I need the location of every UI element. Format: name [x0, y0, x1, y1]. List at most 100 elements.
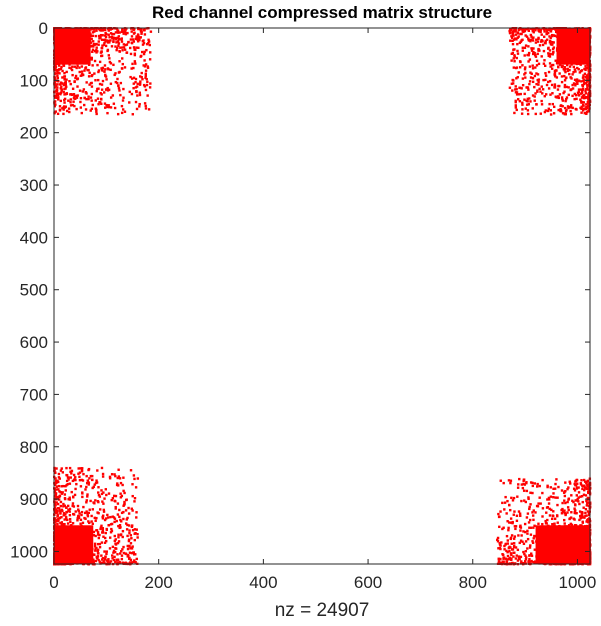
nonzero-point — [117, 71, 121, 74]
nonzero-point — [101, 517, 105, 520]
nonzero-point — [569, 522, 572, 526]
nonzero-point — [96, 97, 100, 100]
nonzero-point — [540, 538, 543, 542]
nonzero-point — [65, 85, 68, 88]
nonzero-point — [542, 559, 545, 562]
nonzero-point — [65, 544, 68, 547]
nonzero-point — [69, 82, 72, 86]
nonzero-point — [581, 83, 584, 87]
nonzero-point — [524, 66, 527, 69]
nonzero-point — [60, 515, 63, 519]
nonzero-point — [583, 544, 586, 548]
nonzero-point — [105, 88, 108, 91]
nonzero-point — [58, 494, 62, 498]
nonzero-point — [506, 539, 510, 542]
nonzero-point — [87, 481, 91, 484]
nonzero-point — [526, 512, 530, 515]
nonzero-point — [563, 85, 567, 89]
nonzero-point — [57, 56, 61, 59]
nonzero-point — [527, 45, 530, 48]
nonzero-point — [59, 547, 63, 550]
nonzero-point — [135, 46, 138, 49]
nonzero-point — [531, 491, 534, 495]
nonzero-point — [91, 522, 94, 525]
nonzero-point — [126, 547, 130, 551]
nonzero-point — [584, 30, 587, 34]
nonzero-point — [80, 541, 84, 544]
nonzero-point — [550, 534, 553, 537]
nonzero-point — [532, 50, 535, 54]
nonzero-point — [122, 510, 125, 514]
nonzero-point — [559, 530, 563, 533]
nonzero-point — [107, 33, 110, 36]
nonzero-point — [100, 67, 103, 70]
nonzero-point — [522, 28, 526, 32]
nonzero-point — [527, 103, 531, 106]
nonzero-point — [534, 112, 537, 116]
nonzero-point — [144, 88, 148, 92]
nonzero-point — [581, 42, 584, 45]
nonzero-point — [53, 86, 57, 89]
nonzero-point — [67, 538, 70, 542]
nonzero-point — [126, 555, 129, 558]
nonzero-point — [508, 556, 511, 560]
nonzero-point — [113, 534, 116, 538]
nonzero-point — [575, 35, 579, 38]
nonzero-point — [74, 94, 78, 98]
nonzero-point — [535, 504, 539, 508]
nonzero-point — [572, 70, 575, 74]
nonzero-point — [572, 531, 575, 535]
nonzero-point — [565, 85, 568, 89]
nonzero-point — [547, 46, 550, 50]
y-tick-label: 1000 — [10, 542, 48, 561]
nonzero-point — [133, 53, 137, 57]
nonzero-point — [56, 540, 60, 543]
nonzero-point — [118, 526, 121, 530]
nonzero-point — [573, 539, 577, 543]
nonzero-point — [562, 31, 565, 34]
nonzero-point — [104, 73, 107, 77]
nonzero-point — [528, 507, 531, 511]
nonzero-point — [560, 36, 564, 39]
nonzero-point — [121, 483, 124, 487]
nonzero-point — [545, 32, 549, 36]
y-tick-label: 700 — [20, 385, 48, 404]
nonzero-point — [83, 69, 86, 72]
nonzero-point — [94, 34, 97, 38]
nonzero-point — [510, 534, 514, 537]
nonzero-point — [112, 63, 115, 67]
nonzero-point — [520, 483, 524, 486]
nonzero-point — [561, 64, 564, 68]
nonzero-point — [67, 42, 70, 46]
nonzero-point — [53, 488, 56, 491]
nonzero-point — [98, 82, 102, 86]
nonzero-point — [80, 70, 84, 73]
nonzero-point — [585, 535, 589, 538]
nonzero-point — [528, 82, 531, 86]
nonzero-point — [121, 535, 124, 539]
nonzero-point — [511, 82, 515, 85]
nonzero-point — [103, 541, 107, 544]
nonzero-point — [584, 65, 587, 68]
nonzero-point — [519, 529, 522, 532]
nonzero-point — [80, 550, 84, 554]
nonzero-point — [60, 557, 63, 561]
nonzero-point — [581, 541, 585, 544]
nonzero-point — [577, 62, 581, 65]
nonzero-point — [85, 474, 88, 478]
nonzero-point — [121, 108, 125, 111]
nonzero-point — [134, 86, 138, 89]
nonzero-point — [581, 515, 584, 519]
nonzero-point — [562, 50, 565, 54]
nonzero-point — [549, 93, 552, 96]
nonzero-point — [537, 502, 540, 505]
nonzero-point — [100, 83, 104, 86]
nonzero-point — [85, 35, 89, 38]
nonzero-point — [112, 40, 115, 44]
nonzero-point — [581, 52, 584, 56]
nonzero-point — [125, 43, 129, 46]
nonzero-point — [105, 78, 108, 81]
nonzero-point — [57, 58, 60, 61]
nonzero-point — [127, 539, 131, 543]
nonzero-point — [90, 520, 93, 523]
